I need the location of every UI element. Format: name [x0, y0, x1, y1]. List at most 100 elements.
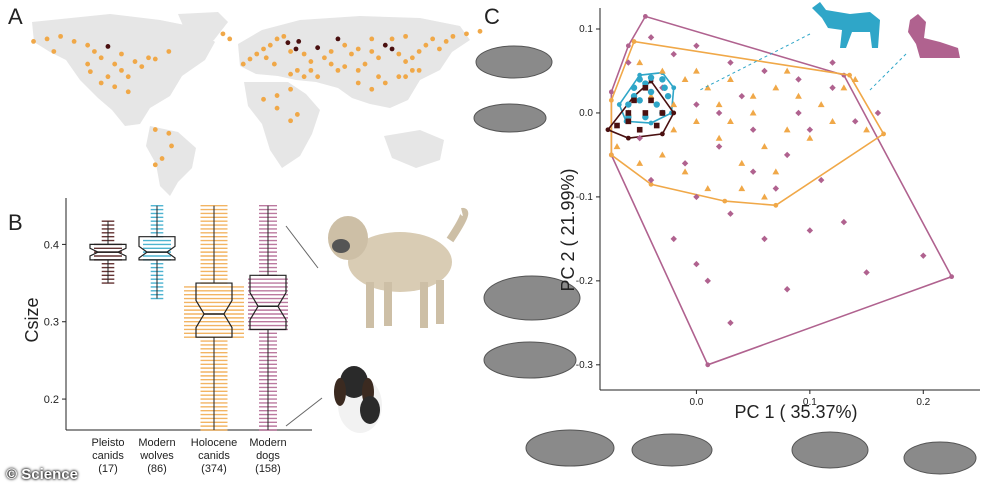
boxplot-box — [89, 243, 127, 261]
boxplot-x-tick-label: Holocene — [191, 437, 237, 449]
pca-hull-vertex — [722, 198, 728, 204]
pca-hull-vertex — [671, 85, 677, 91]
map-point — [87, 69, 93, 75]
map-point — [281, 33, 287, 39]
map-point — [423, 42, 429, 48]
map-point — [85, 42, 91, 48]
map-point — [382, 42, 388, 48]
map-point — [308, 67, 314, 73]
pca-point — [693, 193, 700, 201]
map-point — [31, 39, 36, 44]
pca-point — [642, 110, 649, 116]
boxplot-y-tick-label: 0.4 — [44, 239, 59, 251]
pca-point — [863, 126, 870, 133]
pca-point — [829, 117, 836, 124]
pca-x-tick-label: 0.1 — [803, 397, 817, 408]
map-point — [98, 55, 104, 61]
pca-point — [625, 101, 632, 108]
pca-point — [625, 59, 632, 66]
connector-line — [867, 53, 907, 93]
pca-point — [648, 97, 654, 104]
pca-point — [625, 110, 632, 116]
boxplot-x-tick-label: Pleisto — [91, 437, 124, 449]
map-point — [376, 55, 381, 61]
pca-point — [693, 117, 700, 124]
map-point — [85, 61, 91, 67]
pca-point — [749, 126, 757, 133]
skull-side-view — [483, 341, 577, 379]
pca-point — [715, 101, 723, 108]
pca-point — [636, 159, 644, 166]
map-point — [44, 36, 50, 42]
map-point — [51, 49, 57, 54]
world-map — [31, 12, 483, 196]
map-point — [342, 42, 348, 48]
dog-photo-large — [328, 207, 469, 328]
map-point — [152, 56, 158, 62]
map-point — [355, 46, 361, 52]
skull-top-view — [791, 431, 869, 469]
skull-side-view — [631, 433, 713, 467]
skull-top-view — [483, 275, 581, 321]
pca-point — [829, 84, 836, 91]
pca-point — [817, 101, 825, 108]
map-point — [369, 86, 375, 92]
pca-point — [630, 84, 638, 91]
pca-x-label: PC 1 ( 35.37%) — [734, 402, 857, 422]
map-point — [132, 59, 138, 64]
pca-hull-vertex — [648, 181, 654, 187]
map-point — [294, 67, 300, 73]
skull-illustrations — [473, 45, 977, 475]
map-point — [382, 80, 388, 86]
pca-point — [806, 134, 814, 141]
map-point — [288, 71, 293, 77]
connector-line — [285, 397, 323, 427]
map-point — [274, 93, 280, 98]
map-point — [443, 39, 449, 44]
pca-point — [661, 84, 668, 91]
map-point — [296, 39, 302, 44]
pca-point — [738, 92, 745, 100]
pca-point — [783, 151, 791, 159]
pca-point — [659, 76, 666, 83]
map-point — [98, 80, 104, 86]
pca-point — [852, 118, 859, 125]
boxplot-x-tick-label: Modern — [138, 437, 175, 449]
pca-point — [863, 269, 870, 276]
map-point — [322, 55, 327, 61]
map-south-america — [146, 126, 196, 196]
pca-point — [631, 97, 637, 104]
map-point — [146, 55, 151, 61]
boxplot-box — [138, 236, 176, 261]
pca-point — [715, 109, 723, 117]
pca-point — [647, 74, 655, 81]
pca-point — [704, 185, 712, 192]
pca-point — [647, 92, 655, 99]
map-point — [464, 31, 469, 37]
map-point — [240, 61, 246, 67]
pca-point — [625, 118, 632, 125]
boxplot-x-tick-label: canids — [92, 450, 124, 462]
pca-hull-vertex — [625, 43, 631, 49]
pca-point — [659, 110, 666, 116]
map-africa — [244, 82, 320, 168]
pca-point — [749, 92, 757, 99]
map-point — [159, 156, 165, 161]
map-eurasia — [238, 16, 470, 108]
map-point — [342, 64, 348, 69]
pca-point — [613, 143, 621, 150]
map-point — [92, 49, 97, 54]
pca-point — [749, 109, 757, 116]
pca-point — [761, 67, 768, 75]
pca-point — [693, 67, 700, 74]
map-point — [403, 74, 408, 80]
boxplot-group-count: (374) — [201, 463, 227, 475]
map-point — [267, 42, 273, 48]
map-point — [416, 49, 422, 54]
pca-point — [772, 168, 780, 175]
pca-point — [681, 160, 689, 167]
map-point — [139, 64, 145, 69]
pca-point — [806, 126, 814, 133]
connector-line — [699, 33, 811, 91]
map-point — [389, 36, 395, 42]
